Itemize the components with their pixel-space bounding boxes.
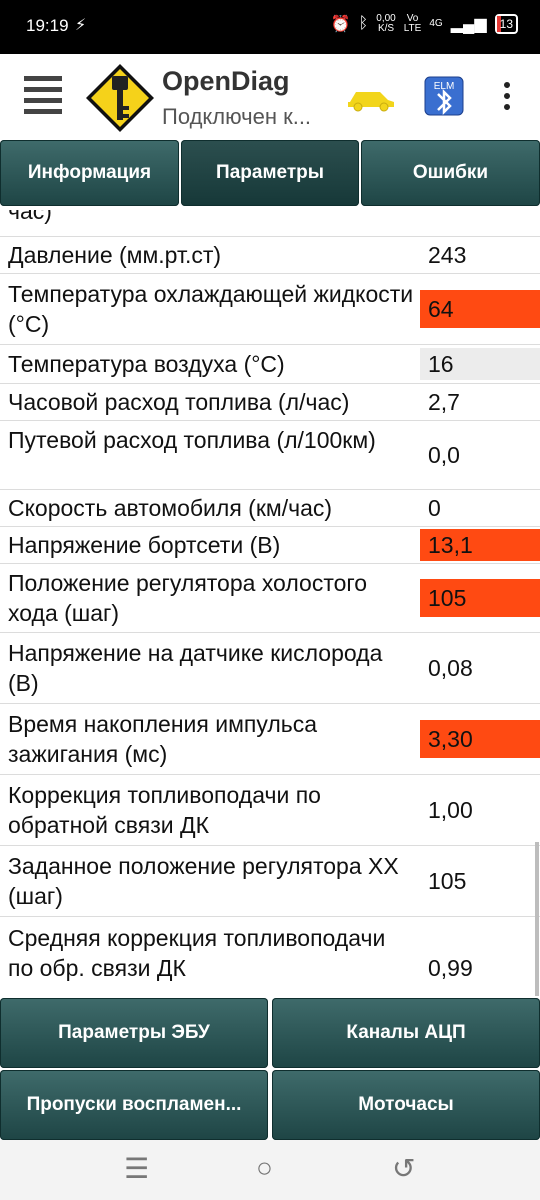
tab-errors[interactable]: Ошибки: [361, 140, 540, 206]
parameter-name: Давление (мм.рт.ст): [8, 242, 222, 268]
table-row: час): [0, 210, 540, 237]
adc-channels-button[interactable]: Каналы АЦП: [272, 998, 540, 1068]
table-row: Скорость автомобиля (км/час) 0: [0, 490, 540, 527]
tab-bar: Информация Параметры Ошибки: [0, 138, 540, 210]
parameter-value: [420, 210, 540, 228]
parameter-name: Часовой расход топлива (л/час): [8, 389, 350, 415]
parameter-value: 243: [428, 241, 467, 268]
back-icon[interactable]: ↺: [392, 1153, 416, 1184]
net-speed: 0,00 K/S: [376, 13, 396, 34]
parameter-name: Температура охлаждающей жидкости (°C): [8, 281, 414, 337]
car-icon[interactable]: [346, 84, 396, 112]
bluetooth-icon: ᛒ: [358, 15, 369, 32]
scrollbar[interactable]: [535, 842, 539, 996]
parameter-value: 16: [420, 348, 540, 380]
parameter-name: Средняя коррекция топливоподачи по обр. …: [8, 925, 386, 981]
parameter-value: 0,0: [428, 441, 460, 468]
parameter-name: Путевой расход топлива (л/100км): [8, 427, 376, 453]
app-bar: OpenDiag Подключен к... ELM: [0, 54, 540, 138]
parameter-name: Напряжение на датчике кислорода (В): [8, 640, 383, 696]
parameter-value: 0,99: [428, 954, 473, 981]
overflow-menu-icon[interactable]: [502, 82, 512, 115]
table-row: Заданное положение регулятора ХХ (шаг) 10…: [0, 846, 540, 917]
misfires-button[interactable]: Пропуски воспламен...: [0, 1070, 268, 1140]
table-row: Напряжение бортсети (В) 13,1: [0, 527, 540, 564]
app-logo-icon: [86, 64, 154, 132]
table-row: Часовой расход топлива (л/час) 2,7: [0, 384, 540, 421]
tab-parameters[interactable]: Параметры: [181, 140, 359, 206]
parameter-name: Скорость автомобиля (км/час): [8, 495, 333, 521]
parameters-table[interactable]: час) Давление (мм.рт.ст) 243 Температура ох…: [0, 210, 540, 996]
clock: 19:19: [26, 16, 69, 35]
parameter-name: Температура воздуха (°C): [8, 351, 285, 377]
home-icon[interactable]: ○: [256, 1152, 273, 1183]
parameter-value: 13,1: [420, 529, 540, 561]
parameter-value: 105: [428, 867, 467, 894]
menu-icon[interactable]: [24, 76, 62, 114]
alarm-icon: ⏰: [330, 16, 351, 33]
network-type: 4G: [429, 18, 443, 29]
table-row: Температура охлаждающей жидкости (°C) 64: [0, 274, 540, 345]
connection-status: Подключен к...: [162, 104, 312, 129]
parameter-value: 2,7: [428, 388, 460, 415]
recent-apps-icon[interactable]: ☰: [124, 1153, 150, 1184]
parameter-value: 0: [428, 494, 441, 521]
tab-info[interactable]: Информация: [0, 140, 179, 206]
parameter-value: 0,08: [428, 654, 473, 681]
parameter-name: час): [8, 210, 52, 224]
table-row: Средняя коррекция топливоподачи по обр. …: [0, 917, 540, 996]
engine-hours-button[interactable]: Моточасы: [272, 1070, 540, 1140]
elm-bluetooth-icon[interactable]: ELM: [424, 76, 464, 116]
navigation-bar: ☰ ○ ↺: [0, 1140, 540, 1200]
status-bar: 19:19 ⚡ ⏰ ᛒ 0,00 K/S Vo LTE 4G ▂▄▆ 13: [0, 0, 540, 54]
signal-icon: ▂▄▆: [450, 16, 487, 33]
ecu-parameters-button[interactable]: Параметры ЭБУ: [0, 998, 268, 1068]
battery-icon: 13: [494, 14, 518, 34]
notification-icon: ⚡: [75, 17, 87, 34]
parameter-name: Коррекция топливоподачи по обратной связ…: [8, 782, 321, 838]
parameter-name: Напряжение бортсети (В): [8, 532, 281, 558]
table-row: Температура воздуха (°C) 16: [0, 345, 540, 384]
table-row: Время накопления импульса зажигания (мс)…: [0, 704, 540, 775]
svg-text:ELM: ELM: [434, 81, 455, 92]
table-row: Напряжение на датчике кислорода (В) 0,08: [0, 633, 540, 704]
table-row: Давление (мм.рт.ст) 243: [0, 237, 540, 274]
app-title: OpenDiag: [162, 66, 290, 96]
parameter-value: 64: [420, 290, 540, 328]
table-row: Положение регулятора холостого хода (шаг…: [0, 564, 540, 633]
parameter-value: 105: [420, 579, 540, 617]
parameter-name: Заданное положение регулятора ХХ (шаг): [8, 853, 399, 909]
parameter-name: Положение регулятора холостого хода (шаг…: [8, 570, 368, 626]
parameter-value: 1,00: [428, 796, 473, 823]
volte-indicator: Vo LTE: [403, 13, 422, 34]
parameter-name: Время накопления импульса зажигания (мс): [8, 711, 318, 767]
parameter-value: 3,30: [420, 720, 540, 758]
table-row: Коррекция топливоподачи по обратной связ…: [0, 775, 540, 846]
table-row: Путевой расход топлива (л/100км) 0,0: [0, 421, 540, 490]
